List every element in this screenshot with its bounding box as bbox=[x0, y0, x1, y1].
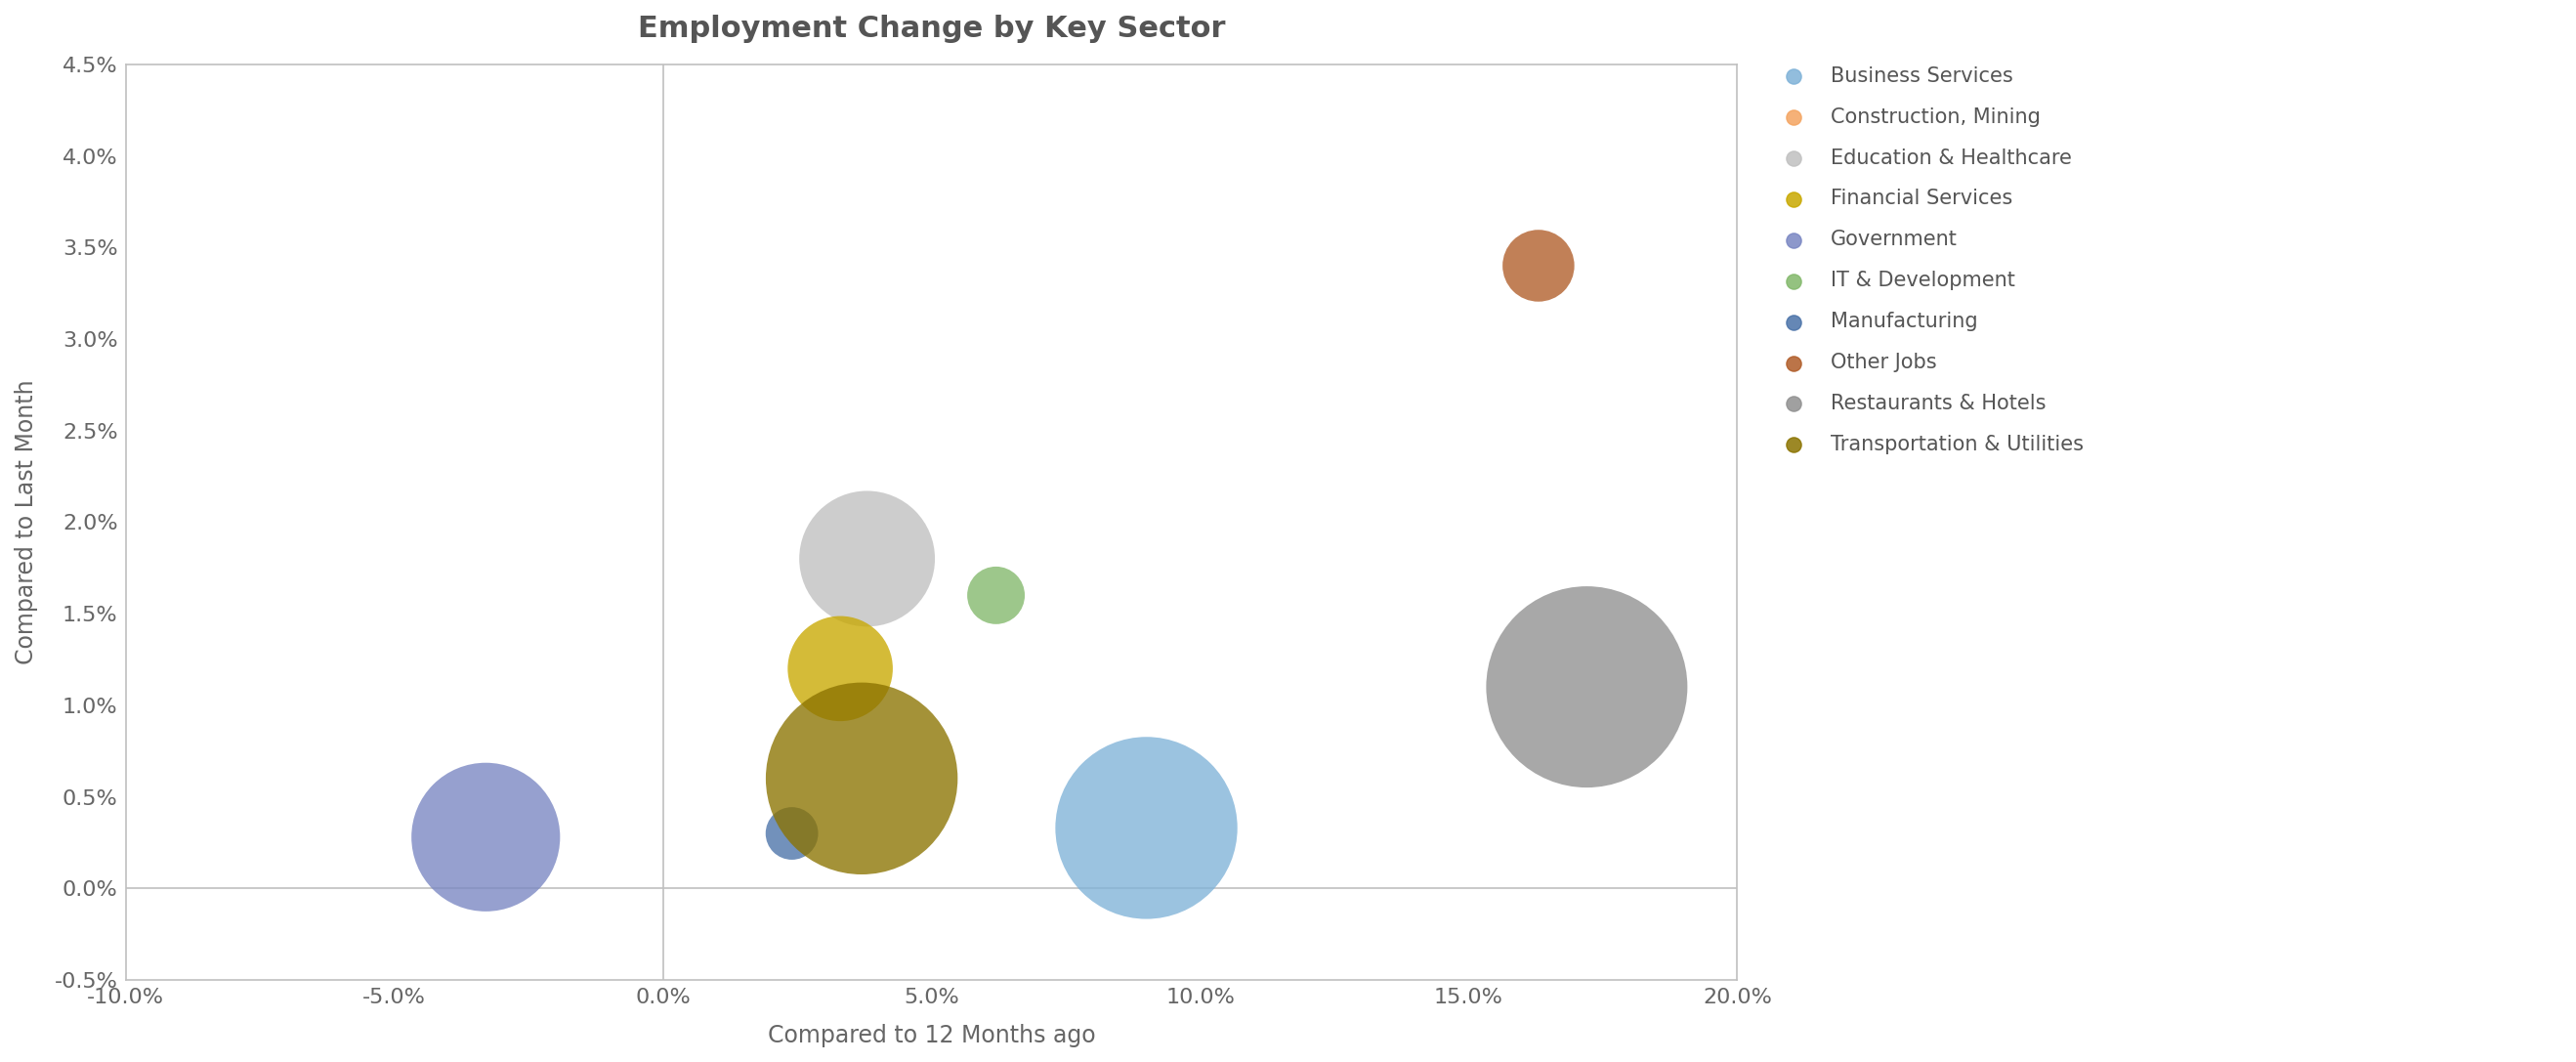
Title: Employment Change by Key Sector: Employment Change by Key Sector bbox=[639, 15, 1226, 42]
X-axis label: Compared to 12 Months ago: Compared to 12 Months ago bbox=[768, 1024, 1095, 1047]
Point bbox=[466, 828, 507, 845]
Point bbox=[770, 825, 811, 842]
Point bbox=[1517, 257, 1558, 274]
Legend: Business Services, Construction, Mining, Education & Healthcare, Financial Servi: Business Services, Construction, Mining,… bbox=[1765, 56, 2094, 464]
Point bbox=[819, 661, 860, 678]
Point bbox=[1126, 820, 1167, 837]
Point bbox=[842, 770, 884, 787]
Point bbox=[976, 587, 1018, 604]
Point bbox=[1566, 679, 1607, 696]
Y-axis label: Compared to Last Month: Compared to Last Month bbox=[15, 379, 39, 665]
Point bbox=[848, 550, 889, 567]
